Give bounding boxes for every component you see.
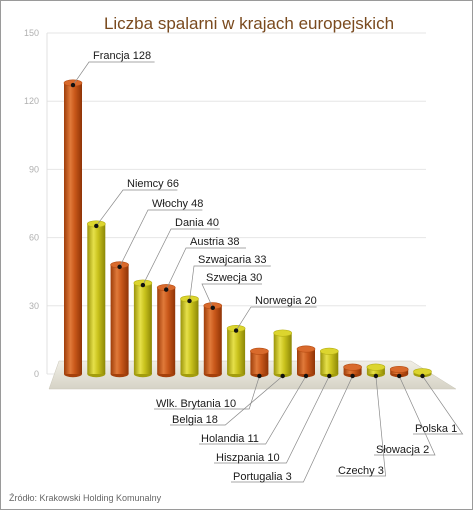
source-note: Źródło: Krakowski Holding Komunalny — [9, 493, 162, 503]
data-label: Czechy 3 — [338, 465, 384, 477]
label-dot — [327, 373, 332, 379]
label-dot — [94, 223, 99, 229]
bar — [296, 345, 316, 378]
chart-title: Liczba spalarni w krajach europejskich — [104, 14, 394, 33]
bar — [156, 284, 176, 378]
bar — [133, 279, 153, 378]
y-tick-label: 120 — [24, 96, 39, 106]
bar-body — [64, 83, 82, 374]
y-tick-label: 150 — [24, 28, 39, 38]
leader-line — [72, 61, 155, 86]
data-label: Dania 40 — [175, 217, 219, 229]
data-label: Norwegia 20 — [255, 295, 317, 307]
bar — [110, 261, 129, 378]
bar — [273, 329, 293, 378]
bar — [87, 220, 106, 378]
data-label: Belgia 18 — [172, 414, 218, 426]
leader-line — [201, 283, 262, 308]
leader-line — [214, 375, 330, 464]
y-tick-label: 30 — [29, 301, 39, 311]
bar-body — [87, 223, 106, 374]
bar-top — [389, 365, 409, 373]
bar-body — [157, 287, 176, 374]
bar — [366, 363, 386, 378]
label-dot — [164, 287, 169, 292]
data-label: Szwajcaria 33 — [198, 254, 266, 266]
leader-line — [154, 375, 260, 410]
leader-line — [336, 375, 386, 477]
bar-top — [250, 347, 269, 355]
data-label: Francja 128 — [93, 50, 151, 62]
leader-line — [199, 375, 307, 445]
bar-top — [296, 345, 316, 353]
label-dot — [140, 282, 146, 288]
bar-top — [273, 329, 293, 337]
data-label: Holandia 11 — [201, 433, 259, 445]
label-dot — [420, 373, 425, 379]
leader-line — [96, 189, 178, 227]
bar-body — [133, 283, 152, 374]
label-dot — [397, 373, 402, 379]
label-dot — [210, 305, 215, 310]
bar-body — [110, 264, 129, 374]
data-label: Włochy 48 — [152, 198, 203, 210]
label-dot — [257, 373, 262, 379]
data-label: Portugalia 3 — [233, 471, 292, 483]
label-dot — [373, 373, 379, 379]
bar-body — [297, 348, 315, 374]
data-label: Słowacja 2 — [376, 444, 429, 456]
data-label: Wlk. Brytania 10 — [156, 398, 236, 410]
label-dot — [117, 264, 122, 270]
bar — [226, 325, 246, 378]
leader-line — [189, 265, 271, 302]
leader-line — [165, 247, 246, 290]
data-label: Polska 1 — [415, 423, 457, 435]
bar — [180, 295, 199, 378]
bar-body — [180, 298, 199, 374]
label-dot — [303, 373, 309, 379]
bar-body — [227, 328, 246, 374]
bar — [63, 79, 83, 378]
leader-line — [235, 306, 317, 331]
y-tick-label: 90 — [29, 164, 39, 174]
bar-top — [319, 347, 339, 355]
label-dot — [350, 373, 355, 379]
leader-line — [142, 228, 220, 286]
label-dot — [70, 82, 76, 88]
bar-top — [366, 363, 386, 371]
bar — [319, 347, 339, 378]
data-label: Niemcy 66 — [127, 178, 179, 190]
data-label: Hiszpania 10 — [216, 452, 280, 464]
bar-body — [203, 305, 222, 374]
data-label: Austria 38 — [190, 236, 240, 248]
bar — [250, 347, 269, 378]
label-dot — [280, 373, 285, 379]
data-label: Szwecja 30 — [206, 272, 262, 284]
bar-body — [273, 333, 292, 374]
leader-line — [413, 375, 464, 435]
leader-line — [374, 375, 436, 456]
label-dot — [187, 298, 192, 304]
label-dot — [233, 328, 239, 333]
y-tick-label: 60 — [29, 233, 39, 243]
bar-body — [320, 351, 339, 374]
bar — [203, 302, 223, 378]
bar-body — [250, 351, 269, 374]
leader-line — [119, 209, 203, 268]
leader-line — [170, 375, 283, 426]
leader-line — [231, 375, 353, 483]
bar-top — [343, 363, 362, 371]
y-tick-label: 0 — [34, 369, 39, 379]
